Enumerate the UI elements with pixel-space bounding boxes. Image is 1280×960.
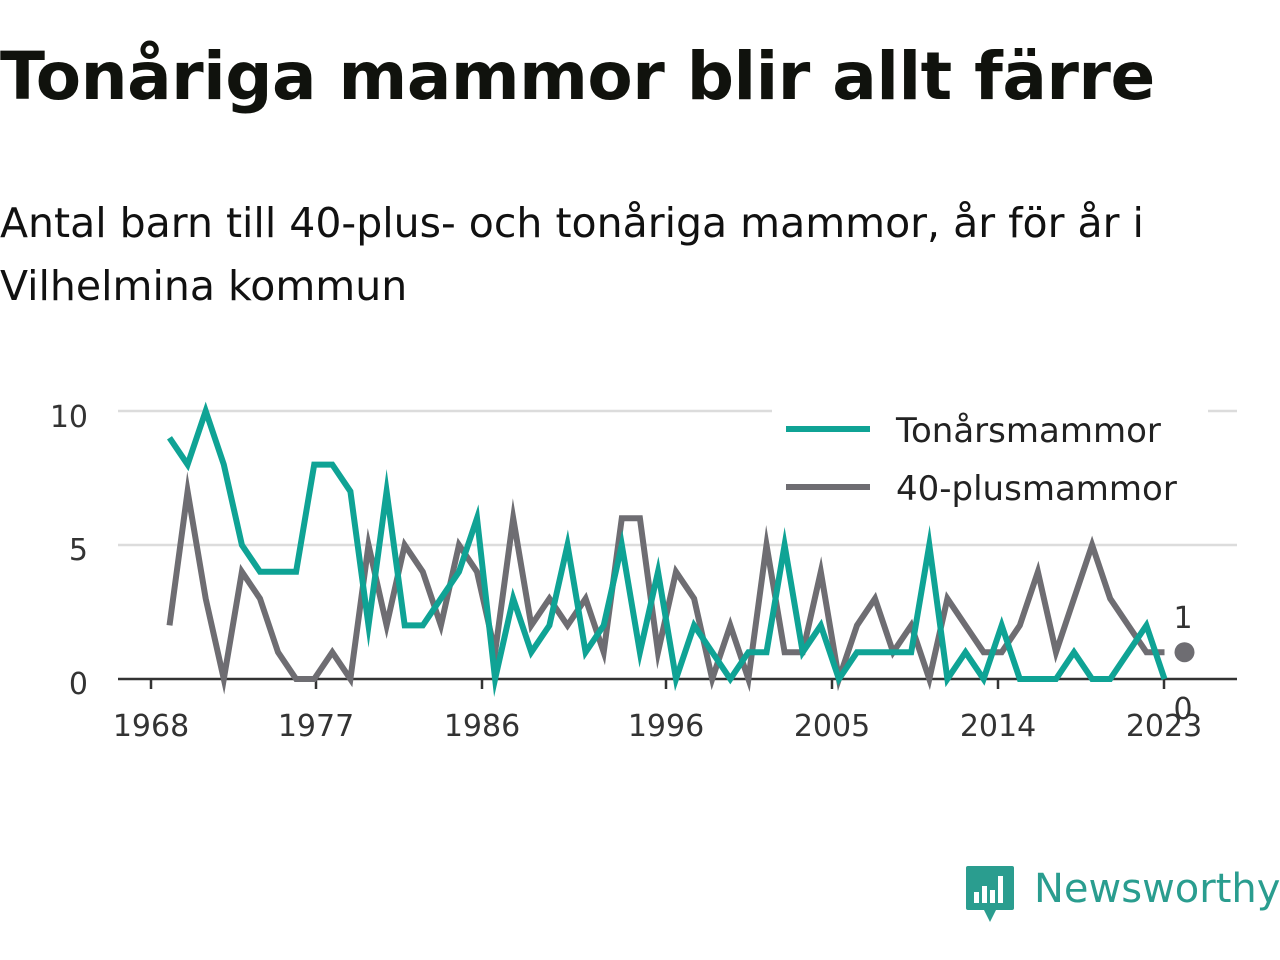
end-label-teens: 0 <box>1173 692 1192 727</box>
chart-subtitle: Antal barn till 40-plus- och tonåriga ma… <box>0 199 1144 310</box>
y-tick-label: 10 <box>50 400 88 435</box>
end-markers: 1 0 <box>1173 601 1195 727</box>
legend: Tonårsmammor 40-plusmammor <box>772 406 1208 524</box>
series-line-teens <box>167 401 1168 698</box>
bar-chart-speech-bubble-icon <box>966 866 1014 922</box>
x-tick-label: 1986 <box>444 709 520 744</box>
y-tick-label: 0 <box>69 667 88 702</box>
legend-background <box>772 406 1208 524</box>
end-label-40plus: 1 <box>1173 601 1192 636</box>
chart-title: Tonåriga mammor blir allt färre <box>0 38 1155 115</box>
end-marker-40plus <box>1174 642 1195 663</box>
y-axis: 10 5 0 <box>50 400 88 702</box>
x-tick-label: 1996 <box>628 709 704 744</box>
x-tick-labels: 1968 1977 1986 1996 2005 2014 2023 <box>113 709 1202 744</box>
x-tick-label: 2023 <box>1126 709 1202 744</box>
brand-name: Newsworthy <box>1034 866 1280 912</box>
series-lines <box>166 401 1168 698</box>
x-tick-label: 1968 <box>113 709 189 744</box>
legend-label-teens: Tonårsmammor <box>895 411 1161 451</box>
y-tick-label: 5 <box>69 533 88 568</box>
x-tick-label: 1977 <box>278 709 354 744</box>
newsworthy-logo: Newsworthy <box>964 864 1280 924</box>
x-tick-label: 2014 <box>960 709 1036 744</box>
x-tick-label: 2005 <box>794 709 870 744</box>
legend-label-40plus: 40-plusmammor <box>896 469 1177 509</box>
